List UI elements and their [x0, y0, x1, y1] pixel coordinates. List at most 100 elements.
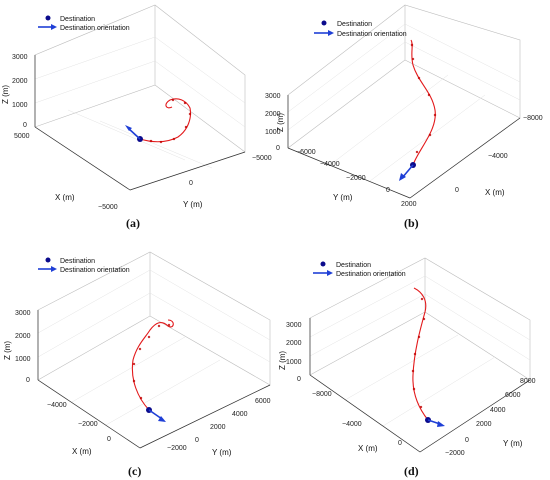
y-tick: 6000: [255, 398, 271, 405]
trajectory-marker: [183, 101, 187, 105]
trajectory-line: [131, 319, 174, 411]
z-tick: 2000: [286, 340, 302, 347]
x-axis-line: [309, 374, 421, 453]
y-tick: 8000: [520, 378, 536, 385]
legend: Destination Destination orientation: [38, 257, 130, 274]
y-tick: −2000: [346, 175, 366, 182]
y-tick: −2000: [445, 450, 465, 457]
arrowhead: [51, 266, 57, 272]
trajectory-marker: [417, 335, 421, 339]
legend-label-destination: Destination: [60, 16, 95, 23]
x-tick: 0: [398, 440, 402, 447]
x-tick: −8000: [312, 391, 332, 398]
y-axis-label: Y (m): [503, 439, 523, 448]
trajectory-marker: [433, 113, 437, 117]
trajectory-marker: [171, 98, 175, 102]
z-tick: 0: [26, 377, 30, 384]
trajectory-marker: [415, 150, 419, 154]
x-tick: −5000: [98, 204, 118, 211]
x-tick: −4000: [47, 402, 67, 409]
trajectory-marker: [138, 347, 142, 351]
x-axis-label: X (m): [55, 193, 75, 202]
panel-c: 3000 2000 1000 0 −4000 −2000 0 −2000 0 2…: [3, 251, 271, 478]
y-tick: 0: [386, 187, 390, 194]
box-inner: [287, 5, 521, 149]
legend-label-destination: Destination: [337, 21, 372, 28]
trajectory-marker: [159, 140, 163, 144]
trajectory-marker: [149, 139, 153, 143]
y-tick: 0: [189, 180, 193, 187]
trajectory-marker: [172, 137, 176, 141]
legend: Destination Destination orientation: [313, 261, 406, 278]
x-tick: 0: [455, 187, 459, 194]
x-tick: −4000: [342, 421, 362, 428]
z-tick: 1000: [265, 129, 281, 136]
trajectory-marker: [411, 369, 415, 373]
z-axis-label: Z (m): [1, 85, 10, 104]
y-axis-line: [139, 384, 271, 449]
legend-destination-marker: [45, 15, 51, 21]
z-tick: 3000: [265, 93, 281, 100]
trajectory-marker: [410, 43, 414, 47]
trajectory-markers: [411, 297, 426, 409]
x-tick: 0: [107, 436, 111, 443]
trajectory-marker: [188, 112, 192, 116]
trajectory-line: [410, 39, 436, 166]
trajectory-markers: [410, 43, 437, 154]
trajectory-marker: [422, 317, 426, 321]
panel-label: (d): [404, 464, 419, 478]
x-axis-line: [34, 126, 131, 191]
y-axis-line: [419, 379, 531, 453]
trajectory-markers: [149, 98, 192, 144]
x-axis-label: X (m): [72, 447, 92, 456]
x-axis-label: X (m): [485, 188, 505, 197]
trajectory-marker: [427, 93, 431, 97]
trajectory-marker: [157, 324, 161, 328]
z-tick: 1000: [15, 356, 31, 363]
x-tick: −4000: [488, 153, 508, 160]
x-axis-line: [409, 117, 521, 199]
trajectory-marker: [419, 405, 423, 409]
box-inner: [37, 252, 271, 386]
y-tick: 0: [195, 437, 199, 444]
legend: Destination Destination orientation: [314, 20, 407, 38]
panel-b: 3000 2000 1000 0 −6000 −4000 −2000 0 200…: [265, 4, 543, 230]
legend-label-destination: Destination: [336, 262, 371, 269]
x-axis-line: [37, 379, 141, 449]
y-tick: 0: [465, 437, 469, 444]
panel-a: 3000 2000 1000 0 5000 −5000 −5000 0 Z (m…: [1, 4, 272, 230]
x-tick: −8000: [523, 115, 543, 122]
legend-label-destination: Destination: [60, 258, 95, 265]
y-axis-line: [129, 151, 246, 191]
z-tick: 3000: [12, 54, 28, 61]
y-tick: 2000: [476, 421, 492, 428]
y-axis-label: Y (m): [212, 448, 232, 457]
trajectory-marker: [167, 323, 171, 327]
trajectory-marker: [412, 387, 416, 391]
arrowhead: [328, 30, 334, 36]
arrowhead: [327, 270, 333, 276]
y-tick: 4000: [490, 407, 506, 414]
legend-label-orientation: Destination orientation: [60, 25, 130, 32]
trajectory-marker: [139, 396, 143, 400]
z-tick: 1000: [286, 359, 302, 366]
z-tick: 2000: [12, 78, 28, 85]
grid-lines: [287, 23, 521, 182]
legend-destination-marker: [321, 20, 327, 26]
z-tick: 0: [23, 122, 27, 129]
grid-lines: [34, 36, 246, 169]
y-tick: 6000: [505, 392, 521, 399]
y-tick: 2000: [401, 201, 417, 208]
panel-d: 3000 2000 1000 0 −8000 −4000 0 −2000 0 2…: [278, 257, 536, 478]
grid-lines: [309, 275, 531, 427]
z-tick: 3000: [286, 322, 302, 329]
trajectory-marker: [420, 297, 424, 301]
z-axis-label: Z (m): [278, 351, 287, 370]
y-tick: −5000: [252, 155, 272, 162]
trajectory-marker: [147, 335, 151, 339]
trajectory-marker: [132, 379, 136, 383]
legend-label-orientation: Destination orientation: [60, 267, 130, 274]
z-tick: 2000: [15, 333, 31, 340]
box-frame: [37, 251, 271, 449]
